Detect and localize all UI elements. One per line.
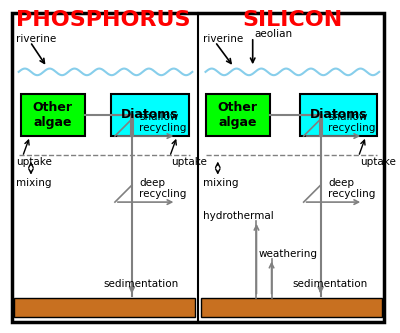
Text: Other
algae: Other algae <box>33 101 73 129</box>
Text: hydrothermal: hydrothermal <box>203 211 274 221</box>
Text: mixing: mixing <box>203 178 238 188</box>
Bar <box>300 94 377 136</box>
Text: deep
recycling: deep recycling <box>140 178 187 199</box>
Bar <box>111 94 188 136</box>
Text: uptake: uptake <box>16 158 52 167</box>
Text: riverine: riverine <box>203 34 243 44</box>
Bar <box>201 298 382 317</box>
Bar <box>14 298 195 317</box>
Bar <box>206 94 270 136</box>
Text: PHOSPHORUS: PHOSPHORUS <box>16 10 191 30</box>
Text: aeolian: aeolian <box>254 29 293 39</box>
Text: riverine: riverine <box>16 34 56 44</box>
Text: SILICON: SILICON <box>242 10 342 30</box>
Text: deep
recycling: deep recycling <box>328 178 376 199</box>
Text: sedimentation: sedimentation <box>292 279 368 289</box>
Text: uptake: uptake <box>172 158 208 167</box>
Text: Other
algae: Other algae <box>218 101 258 129</box>
Text: uptake: uptake <box>360 158 396 167</box>
Text: Diatoms: Diatoms <box>121 108 179 121</box>
Text: mixing: mixing <box>16 178 51 188</box>
Text: weathering: weathering <box>258 249 317 259</box>
Text: sedimentation: sedimentation <box>104 279 179 289</box>
Text: Diatoms: Diatoms <box>310 108 367 121</box>
Text: shallow
recycling: shallow recycling <box>140 112 187 133</box>
Bar <box>20 94 85 136</box>
Text: shallow
recycling: shallow recycling <box>328 112 376 133</box>
